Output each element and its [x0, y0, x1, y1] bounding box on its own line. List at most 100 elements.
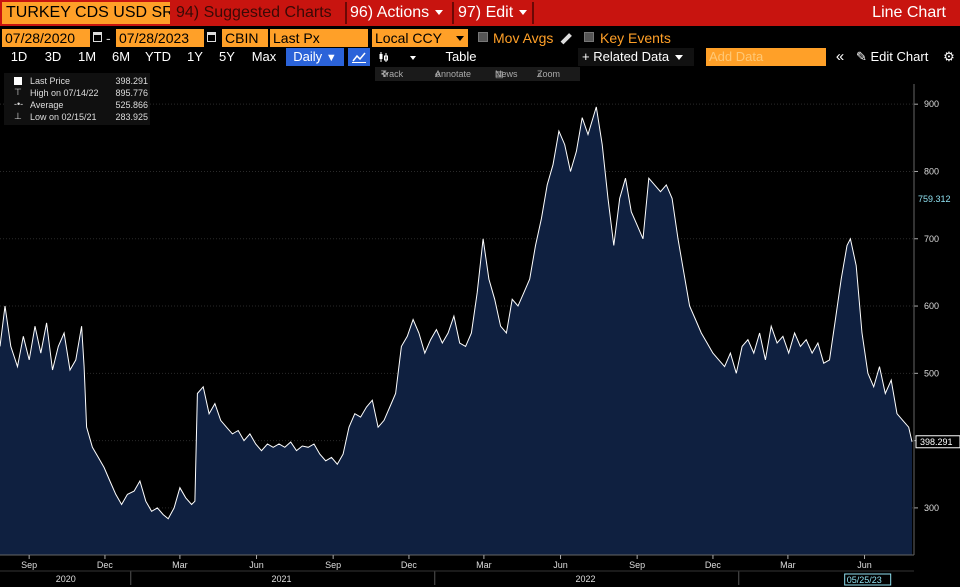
track-label: Track [381, 69, 404, 79]
legend-label: Average [30, 100, 64, 110]
calendar-icon[interactable] [93, 32, 102, 42]
date-range-separator: - [106, 30, 111, 46]
toolbar-divider [452, 2, 454, 24]
y-tick-label: 900 [924, 99, 939, 109]
range-1d-button[interactable]: 1D [10, 49, 28, 64]
collapse-icon[interactable]: « [835, 48, 845, 65]
range-max-button[interactable]: Max [251, 49, 277, 64]
legend-value: 895.776 [115, 88, 148, 98]
toolbar-divider [345, 2, 347, 24]
edit-chart-label: Edit Chart [870, 49, 929, 64]
average-marker-icon: -•- [14, 99, 24, 109]
period-select[interactable]: Daily ▼ [286, 48, 344, 66]
x-tick-label: Mar [476, 560, 492, 570]
edit-label: 97) Edit [458, 4, 514, 21]
range-ytd-button[interactable]: YTD [145, 49, 171, 64]
y-tick-label: 800 [924, 166, 939, 176]
pencil-icon[interactable] [560, 33, 572, 45]
x-tick-label: Jun [857, 560, 872, 570]
related-data-menu[interactable]: + Related Data [578, 48, 694, 66]
plus-icon: + [582, 49, 594, 64]
range-3d-button[interactable]: 3D [44, 49, 62, 64]
legend-high: ⊤ High on 07/14/22 895.776 [4, 87, 150, 99]
add-data-input[interactable]: Add Data [706, 48, 826, 66]
source-field[interactable]: CBIN [222, 29, 268, 47]
chart-settings-row: 07/28/2020 - 07/28/2023 CBIN Last Px Loc… [0, 28, 960, 48]
x-tick-label: Jun [553, 560, 568, 570]
chart-type-dropdown[interactable] [402, 48, 424, 66]
x-tick-label: Dec [705, 560, 722, 570]
x-tick-label: Mar [780, 560, 796, 570]
mov-avgs-checkbox[interactable] [478, 32, 488, 42]
mov-avgs-label: Mov Avgs [493, 30, 554, 46]
end-date-field[interactable]: 07/28/2023 [116, 29, 204, 47]
actions-menu[interactable]: 96) Actions [350, 2, 444, 24]
legend-value: 525.866 [115, 100, 148, 110]
year-label: 2021 [271, 574, 291, 584]
ticker-field[interactable]: TURKEY CDS USD SR [2, 2, 170, 24]
chevron-down-icon [675, 55, 684, 61]
edit-menu[interactable]: 97) Edit [458, 2, 528, 24]
chevron-down-icon [435, 10, 444, 16]
actions-label: 96) Actions [350, 4, 430, 21]
annotate-label: Annotate [435, 69, 472, 79]
key-events-label: Key Events [600, 30, 671, 46]
low-marker-icon: ⊥ [14, 111, 22, 121]
chevron-down-icon [456, 36, 464, 41]
range-6m-button[interactable]: 6M [111, 49, 131, 64]
toolbar-divider [532, 2, 534, 24]
suggested-charts-button[interactable]: 94) Suggested Charts [176, 4, 332, 21]
search-icon: ⌕ [537, 69, 543, 79]
chart-legend: Last Price 398.291 ⊤ High on 07/14/22 89… [4, 73, 150, 125]
currency-select[interactable]: Local CCY [372, 29, 468, 47]
chevron-down-icon [410, 55, 416, 60]
legend-value: 283.925 [115, 112, 148, 122]
news-label: News [495, 69, 518, 79]
last-price-tag-label: 398.291 [920, 437, 953, 447]
year-label: 2020 [56, 574, 76, 584]
square-icon [14, 77, 22, 85]
chart-tools-bar: ✜ Track ⌀ Annotate ▤ News ⌕ Zoom [375, 67, 580, 81]
line-chart-icon[interactable] [348, 48, 370, 66]
price-area-fill [0, 106, 912, 556]
table-button[interactable]: Table [445, 49, 477, 64]
cursor-date-label: 05/25/23 [847, 575, 882, 585]
price-line [0, 106, 913, 520]
range-5y-button[interactable]: 5Y [219, 49, 235, 64]
news-icon: ▤ [495, 69, 504, 79]
year-label: 2022 [575, 574, 595, 584]
range-toolbar: 1D 3D 1M 6M YTD 1Y 5Y Max Daily ▼ Table … [0, 48, 960, 66]
x-tick-label: Sep [629, 560, 645, 570]
y-tick-label: 600 [924, 301, 939, 311]
key-events-checkbox[interactable] [584, 32, 594, 42]
gear-icon[interactable]: ⚙ [943, 49, 955, 64]
ma-tag-label: 759.312 [918, 194, 951, 204]
period-label: Daily [293, 49, 323, 64]
legend-label: Last Price [30, 76, 71, 86]
price-field-select[interactable]: Last Px [270, 29, 368, 47]
x-tick-label: Mar [172, 560, 188, 570]
cursor-date-box [844, 573, 892, 586]
range-1m-button[interactable]: 1M [77, 49, 97, 64]
high-marker-icon: ⊤ [14, 87, 22, 97]
pencil-icon: ✎ [856, 49, 871, 64]
ma-tag [916, 192, 958, 205]
crosshair-icon: ✜ [381, 69, 389, 79]
last-price-tag [915, 435, 960, 449]
calendar-icon[interactable] [207, 32, 216, 42]
y-tick-label: 700 [924, 234, 939, 244]
candlestick-icon[interactable] [373, 48, 395, 66]
legend-low: ⊥ Low on 02/15/21 283.925 [4, 111, 150, 123]
edit-chart-button[interactable]: ✎ Edit Chart [852, 48, 936, 66]
range-1y-button[interactable]: 1Y [187, 49, 203, 64]
legend-value: 398.291 [115, 76, 148, 86]
x-tick-label: Sep [325, 560, 341, 570]
start-date-field[interactable]: 07/28/2020 [2, 29, 90, 47]
legend-label: Low on 02/15/21 [30, 112, 97, 122]
y-tick-label: 500 [924, 368, 939, 378]
chart-mode-title: Line Chart [872, 4, 946, 21]
x-tick-label: Sep [21, 560, 37, 570]
x-axis: Sep Dec Mar Jun Sep Dec Mar Jun Sep Dec Mar Jun 2020… [0, 554, 914, 586]
